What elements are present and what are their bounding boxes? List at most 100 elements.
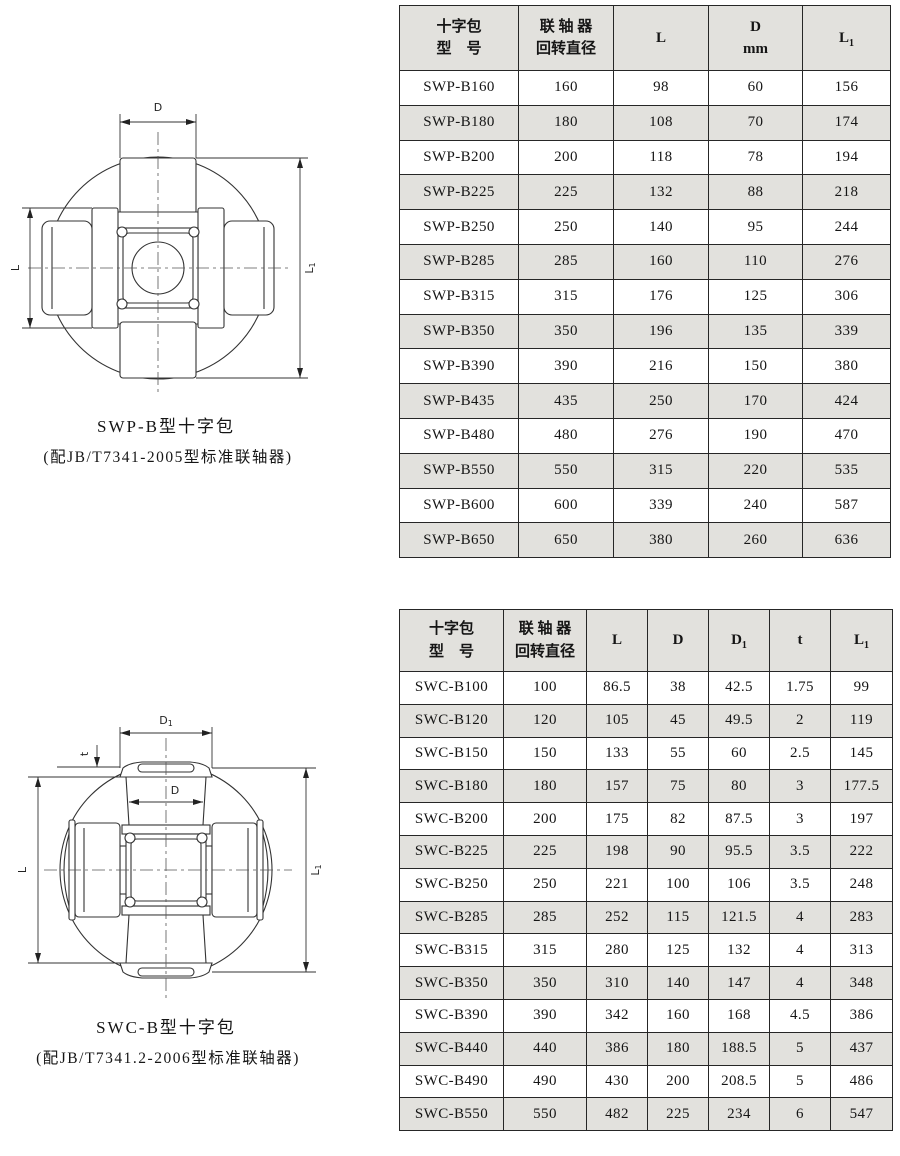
value-cell: 250 — [503, 867, 587, 902]
value-cell: 190 — [708, 417, 803, 454]
model-cell: SWC-B200 — [399, 802, 504, 836]
dim-label-l: L — [9, 264, 22, 271]
value-cell: 283 — [830, 900, 893, 935]
model-cell: SWC-B100 — [399, 671, 504, 705]
value-cell: 95.5 — [708, 834, 770, 869]
value-cell: 87.5 — [708, 802, 770, 836]
table-row: SWP-B250 250 140 95 244 — [399, 209, 891, 245]
column-header: 十字包型 号 — [399, 609, 504, 672]
model-cell: SWC-B120 — [399, 703, 504, 738]
value-cell: 480 — [518, 417, 614, 454]
column-header: L — [613, 5, 709, 71]
value-cell: 310 — [586, 966, 648, 1000]
value-cell: 78 — [708, 139, 803, 176]
table-row: SWC-B350 350 310 140 147 4 348 — [399, 966, 893, 1000]
value-cell: 600 — [518, 487, 614, 524]
value-cell: 240 — [708, 487, 803, 524]
dimension-l — [28, 777, 120, 964]
table-row: SWC-B100 100 86.5 38 42.5 1.75 99 — [399, 671, 893, 705]
value-cell: 200 — [518, 139, 614, 176]
table-row: SWC-B390 390 342 160 168 4.5 386 — [399, 998, 893, 1033]
model-cell: SWP-B315 — [399, 278, 519, 315]
value-cell: 140 — [613, 209, 709, 245]
dimension-d — [119, 114, 197, 158]
value-cell: 535 — [802, 452, 891, 489]
value-cell: 315 — [613, 452, 709, 489]
value-cell: 118 — [613, 139, 709, 176]
value-cell: 482 — [586, 1097, 648, 1132]
value-cell: 222 — [830, 834, 893, 869]
column-header: 联 轴 器回转直径 — [518, 5, 614, 71]
table-row: SWC-B440 440 386 180 188.5 5 437 — [399, 1031, 893, 1066]
value-cell: 147 — [708, 966, 770, 1000]
value-cell: 342 — [586, 998, 648, 1033]
table-row: SWP-B200 200 118 78 194 — [399, 139, 891, 176]
value-cell: 218 — [802, 174, 891, 211]
figure-caption-swc: SWC-B型十字包 — [96, 1018, 236, 1037]
value-cell: 5 — [769, 1064, 831, 1099]
value-cell: 3.5 — [769, 867, 831, 902]
value-cell: 42.5 — [708, 671, 770, 705]
value-cell: 248 — [830, 867, 893, 902]
value-cell: 486 — [830, 1064, 893, 1099]
value-cell: 49.5 — [708, 703, 770, 738]
value-cell: 106 — [708, 867, 770, 902]
table-row: SWC-B200 200 175 82 87.5 3 197 — [399, 802, 893, 836]
value-cell: 194 — [802, 139, 891, 176]
table-row: SWP-B160 160 98 60 156 — [399, 70, 891, 106]
model-cell: SWP-B390 — [399, 348, 519, 385]
value-cell: 276 — [802, 243, 891, 280]
value-cell: 221 — [586, 867, 648, 902]
value-cell: 133 — [586, 736, 648, 771]
value-cell: 132 — [708, 933, 770, 968]
model-cell: SWC-B150 — [399, 736, 504, 771]
model-cell: SWC-B390 — [399, 998, 504, 1033]
model-cell: SWC-B285 — [399, 900, 504, 935]
value-cell: 348 — [830, 966, 893, 1000]
value-cell: 121.5 — [708, 900, 770, 935]
value-cell: 60 — [708, 736, 770, 771]
dim-label-d: D — [171, 784, 179, 797]
model-cell: SWC-B490 — [399, 1064, 504, 1099]
value-cell: 4.5 — [769, 998, 831, 1033]
value-cell: 156 — [802, 70, 891, 106]
model-cell: SWP-B225 — [399, 174, 519, 211]
value-cell: 4 — [769, 966, 831, 1000]
value-cell: 99 — [830, 671, 893, 705]
corner-fillet — [124, 832, 136, 844]
value-cell: 135 — [708, 313, 803, 350]
value-cell: 105 — [586, 703, 648, 738]
value-cell: 3.5 — [769, 834, 831, 869]
table-row: SWP-B225 225 132 88 218 — [399, 174, 891, 211]
value-cell: 4 — [769, 900, 831, 935]
value-cell: 198 — [586, 834, 648, 869]
value-cell: 145 — [830, 736, 893, 771]
value-cell: 100 — [503, 671, 587, 705]
value-cell: 180 — [518, 104, 614, 141]
value-cell: 260 — [708, 522, 803, 559]
value-cell: 435 — [518, 383, 614, 419]
model-cell: SWP-B285 — [399, 243, 519, 280]
model-cell: SWP-B550 — [399, 452, 519, 489]
value-cell: 386 — [830, 998, 893, 1033]
value-cell: 150 — [503, 736, 587, 771]
value-cell: 339 — [613, 487, 709, 524]
model-cell: SWC-B180 — [399, 769, 504, 804]
value-cell: 108 — [613, 104, 709, 141]
value-cell: 86.5 — [586, 671, 648, 705]
value-cell: 313 — [830, 933, 893, 968]
value-cell: 98 — [613, 70, 709, 106]
value-cell: 650 — [518, 522, 614, 559]
value-cell: 132 — [613, 174, 709, 211]
value-cell: 55 — [647, 736, 709, 771]
table-row: SWP-B390 390 216 150 380 — [399, 348, 891, 385]
value-cell: 160 — [647, 998, 709, 1033]
corner-fillet — [188, 298, 200, 310]
dim-label-t: t — [78, 751, 91, 756]
value-cell: 125 — [647, 933, 709, 968]
table-row: SWP-B650 650 380 260 636 — [399, 522, 891, 559]
value-cell: 115 — [647, 900, 709, 935]
model-cell: SWC-B350 — [399, 966, 504, 1000]
